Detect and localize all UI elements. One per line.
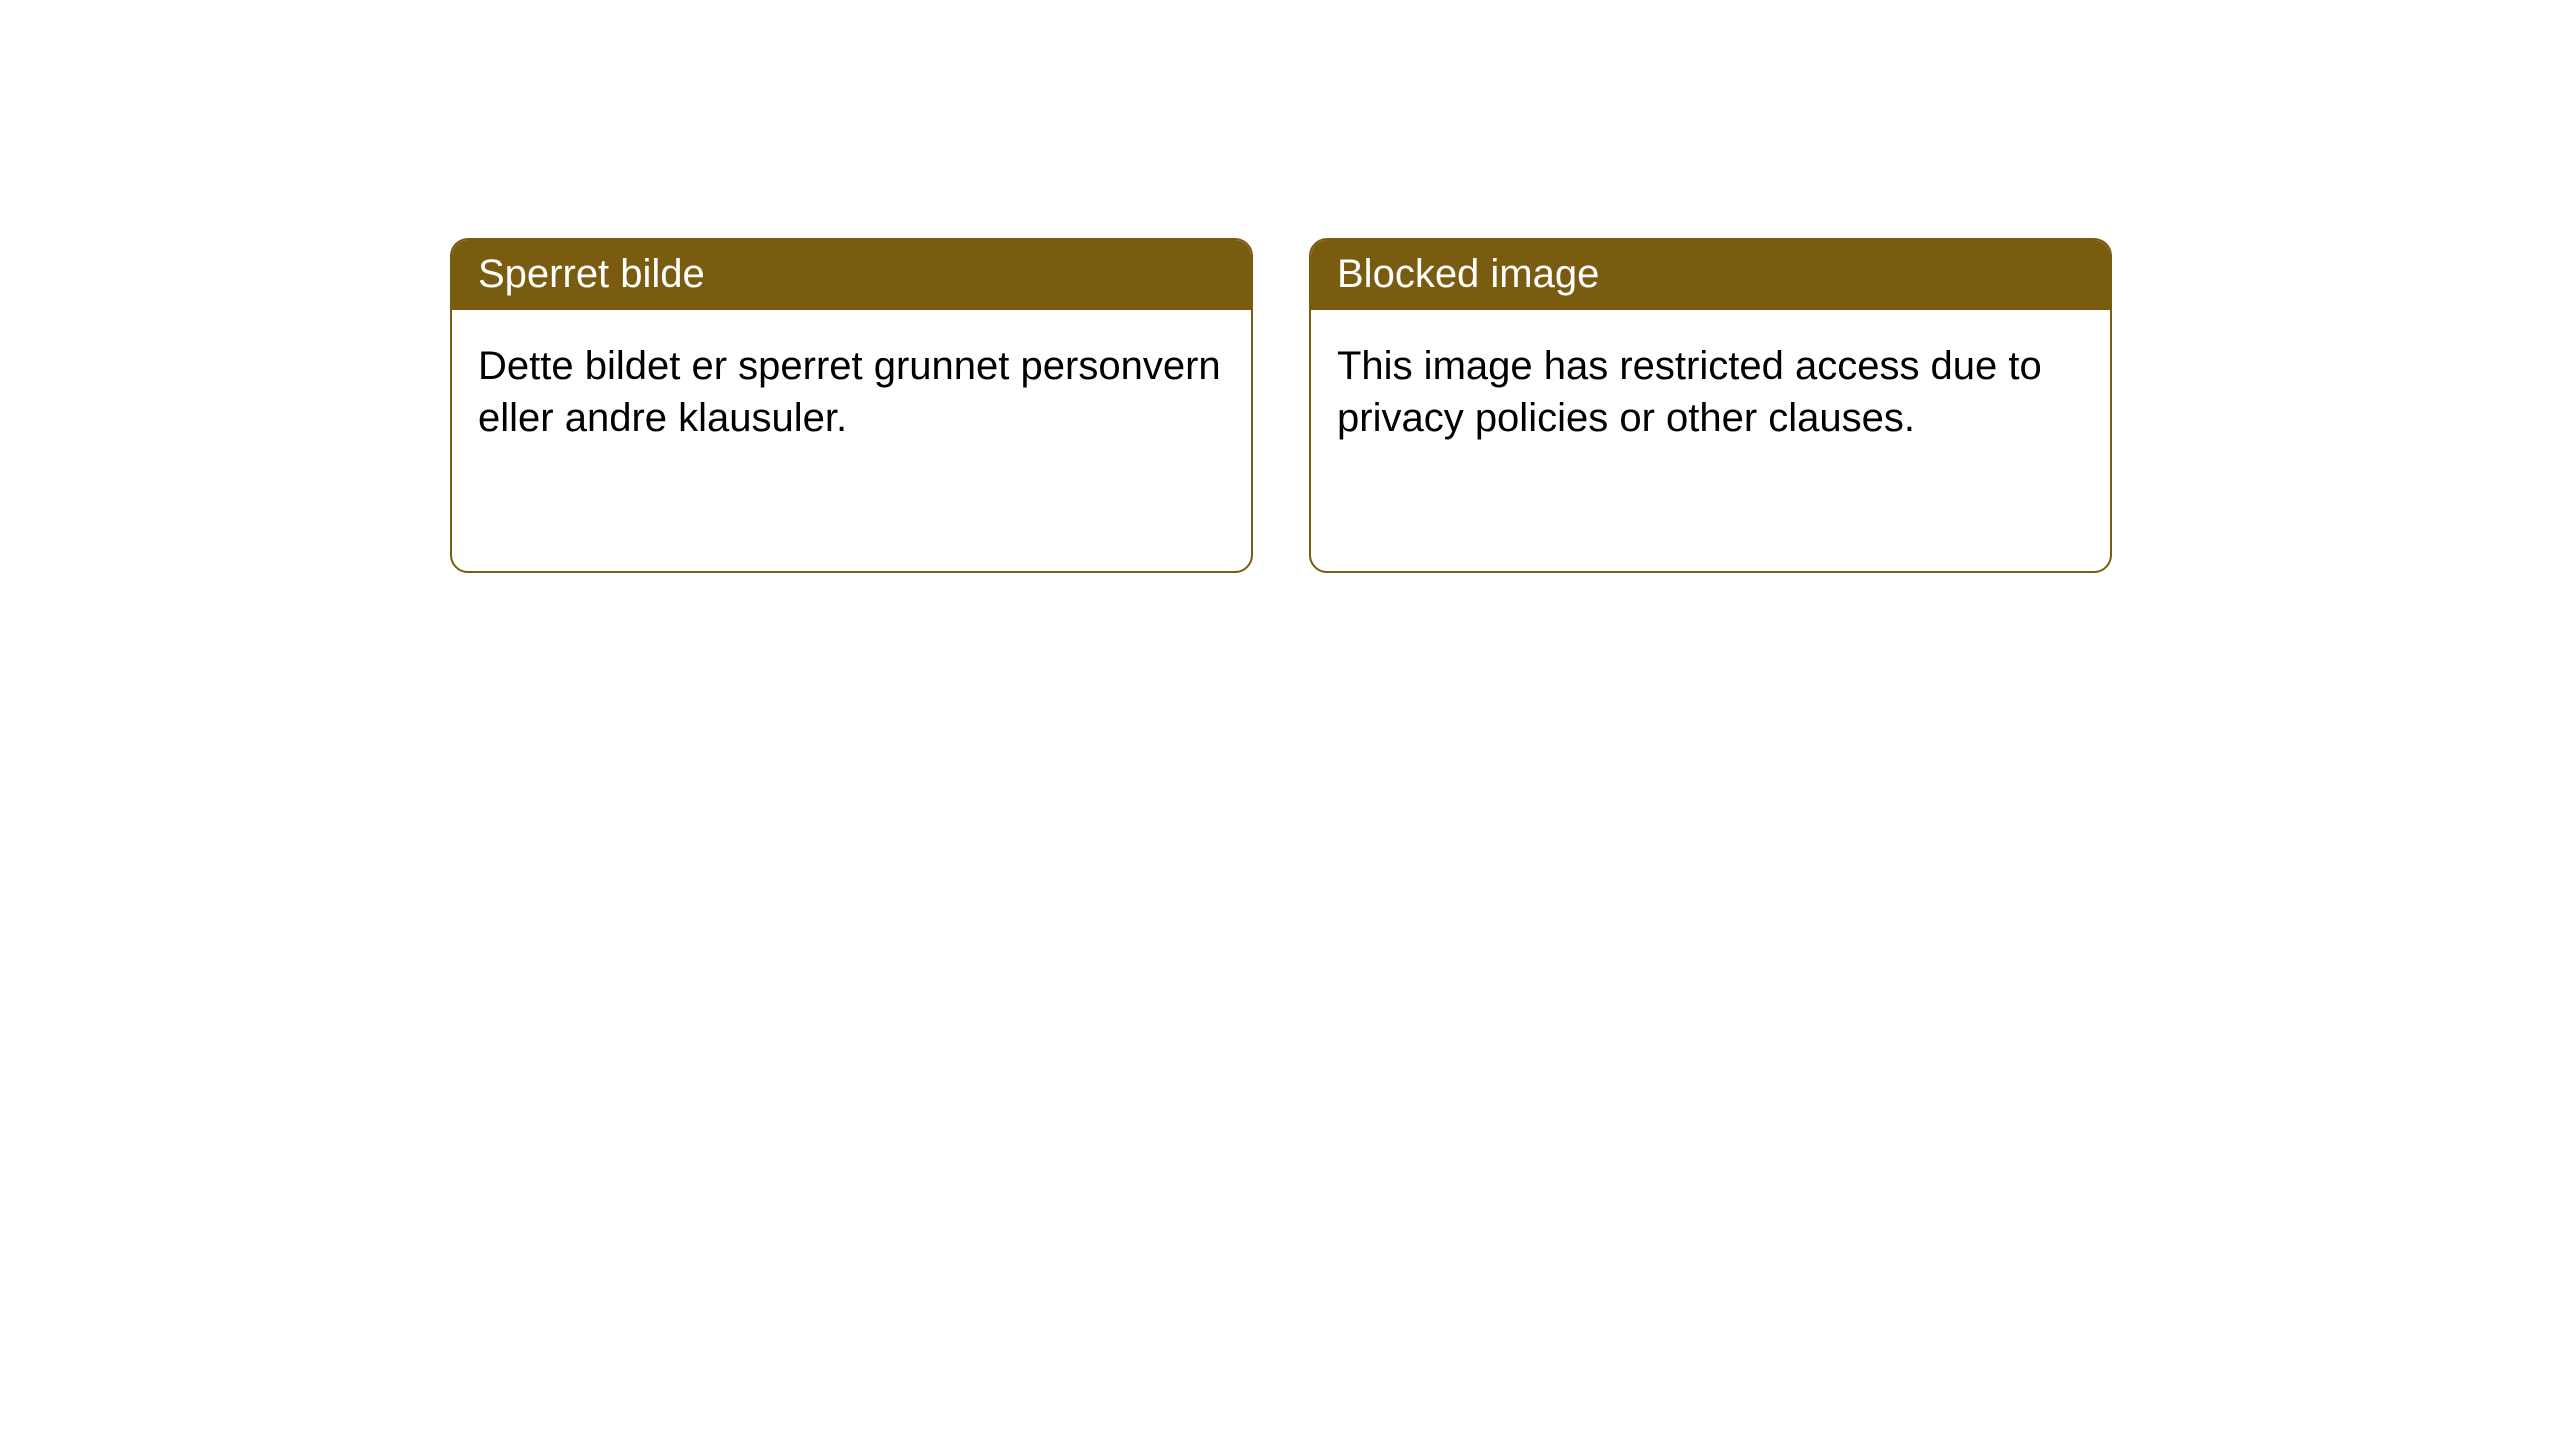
card-body: Dette bildet er sperret grunnet personve…: [452, 310, 1251, 571]
card-body: This image has restricted access due to …: [1311, 310, 2110, 571]
card-title: Blocked image: [1337, 252, 1599, 296]
card-body-text: Dette bildet er sperret grunnet personve…: [478, 344, 1221, 440]
card-title: Sperret bilde: [478, 252, 705, 296]
card-header: Sperret bilde: [452, 240, 1251, 310]
card-header: Blocked image: [1311, 240, 2110, 310]
notice-card-en: Blocked image This image has restricted …: [1309, 238, 2112, 573]
card-body-text: This image has restricted access due to …: [1337, 344, 2042, 440]
notice-card-no: Sperret bilde Dette bildet er sperret gr…: [450, 238, 1253, 573]
notice-card-container: Sperret bilde Dette bildet er sperret gr…: [450, 238, 2112, 573]
